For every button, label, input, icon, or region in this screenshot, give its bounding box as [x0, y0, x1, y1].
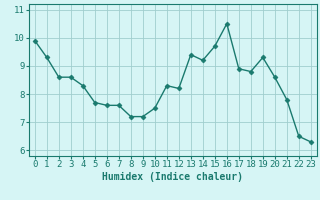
X-axis label: Humidex (Indice chaleur): Humidex (Indice chaleur) [102, 172, 243, 182]
